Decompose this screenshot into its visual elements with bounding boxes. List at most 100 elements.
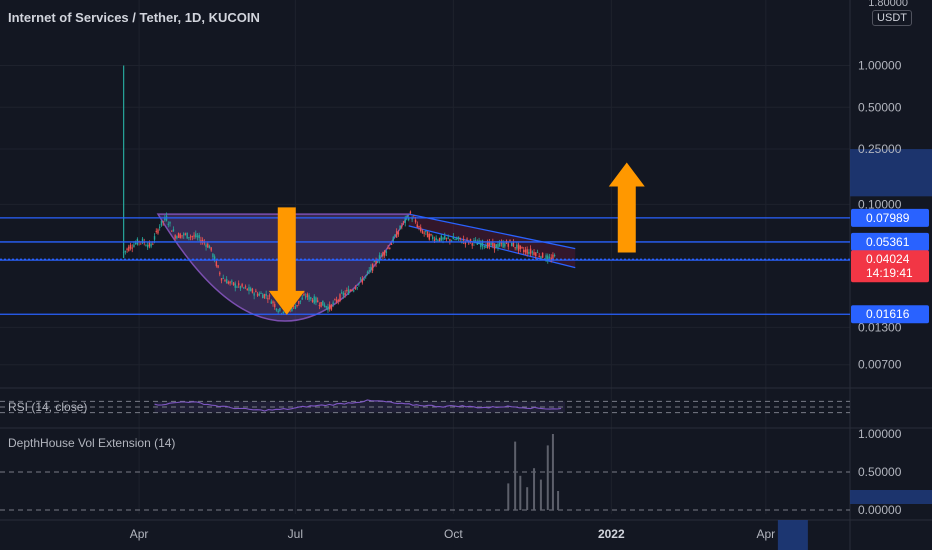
candle-body bbox=[421, 230, 424, 234]
level-badge bbox=[851, 208, 929, 227]
candle-body bbox=[440, 235, 443, 241]
level-badge-text: 0.01616 bbox=[866, 307, 910, 321]
rsi-pane bbox=[0, 399, 850, 414]
candle-body bbox=[406, 215, 408, 218]
candle-body bbox=[380, 255, 382, 257]
candle-body bbox=[201, 239, 204, 242]
candle-body bbox=[492, 242, 494, 247]
candle-body bbox=[244, 286, 247, 288]
rsi-band-fill bbox=[154, 401, 565, 413]
top-price-tick: 1.80000 bbox=[868, 0, 908, 9]
candle-body bbox=[306, 293, 309, 298]
candle-body bbox=[416, 224, 418, 228]
candle-body bbox=[157, 229, 159, 234]
candle-body bbox=[145, 245, 147, 247]
candle-body bbox=[263, 294, 266, 298]
candle-body bbox=[133, 244, 135, 248]
currency-badge[interactable]: USDT bbox=[872, 10, 912, 26]
candle-body bbox=[267, 298, 269, 300]
candle-body bbox=[232, 282, 235, 286]
candle-body bbox=[316, 300, 319, 303]
candle-body bbox=[423, 232, 425, 234]
volume-pane bbox=[0, 434, 850, 511]
candle-body bbox=[339, 294, 341, 302]
candle-body bbox=[521, 246, 523, 249]
time-axis[interactable]: Apr Jul Oct 2022 Apr bbox=[130, 527, 775, 541]
level-badge bbox=[851, 305, 929, 324]
price-axis[interactable]: 1.00000 0.50000 0.25000 0.10000 0.01300 0.007… bbox=[851, 58, 929, 517]
candle-body bbox=[167, 223, 169, 225]
candle-body bbox=[461, 242, 463, 244]
candle-body bbox=[303, 294, 305, 296]
time-axis-highlight bbox=[777, 520, 808, 550]
candle-body bbox=[368, 270, 370, 272]
axis-highlight bbox=[850, 149, 932, 197]
candle-body bbox=[153, 236, 156, 240]
candle-body bbox=[219, 272, 221, 275]
candle-body bbox=[399, 225, 401, 230]
candle-body bbox=[497, 243, 499, 249]
candle-body bbox=[545, 255, 547, 261]
candle-body bbox=[282, 311, 285, 314]
candle-body bbox=[426, 231, 429, 238]
candle-body bbox=[234, 283, 236, 288]
candle-body bbox=[397, 232, 400, 235]
candle-body bbox=[128, 246, 130, 251]
candle-body bbox=[444, 235, 446, 240]
candle-body bbox=[349, 290, 352, 292]
candle-body bbox=[172, 229, 175, 232]
volume-tick-label: 1.00000 bbox=[858, 427, 902, 441]
candle-body bbox=[248, 287, 250, 291]
rsi-label[interactable]: RSI (14, close) bbox=[8, 400, 88, 414]
candle-body bbox=[315, 297, 317, 303]
price-tick-label: 0.50000 bbox=[858, 100, 902, 114]
candle-body bbox=[246, 288, 248, 291]
candle-body bbox=[181, 235, 183, 237]
price-tick-label: 0.00700 bbox=[858, 358, 902, 372]
candle-body bbox=[134, 242, 137, 244]
candle-body bbox=[524, 249, 527, 253]
candle-body bbox=[122, 252, 125, 254]
candle-body bbox=[243, 287, 245, 289]
candle-body bbox=[186, 232, 188, 239]
candle-body bbox=[183, 233, 185, 236]
candle-body bbox=[291, 308, 293, 312]
candle-body bbox=[377, 261, 379, 263]
candle-body bbox=[304, 296, 307, 298]
volume-indicator-label[interactable]: DepthHouse Vol Extension (14) bbox=[8, 436, 176, 450]
candle-body bbox=[502, 242, 504, 248]
time-tick-label: Apr bbox=[757, 527, 776, 541]
candle-body bbox=[476, 242, 479, 245]
candle-body bbox=[131, 247, 133, 249]
time-tick-label: Apr bbox=[130, 527, 149, 541]
level-badge bbox=[851, 232, 929, 251]
candle-body bbox=[169, 222, 171, 224]
candle-body bbox=[488, 241, 491, 246]
candle-body bbox=[540, 256, 542, 259]
candle-body bbox=[179, 234, 182, 239]
candle-body bbox=[351, 290, 353, 292]
candle-body bbox=[325, 306, 327, 308]
candle-body bbox=[366, 271, 369, 273]
candle-body bbox=[217, 265, 219, 268]
candle-body bbox=[411, 218, 413, 220]
candle-body bbox=[490, 242, 492, 245]
candle-body bbox=[512, 242, 515, 247]
candle-body bbox=[292, 305, 295, 307]
candle-body bbox=[430, 234, 432, 236]
candle-body bbox=[337, 299, 339, 301]
candle-body bbox=[486, 241, 489, 249]
candle-body bbox=[323, 304, 326, 308]
candle-body bbox=[231, 280, 233, 282]
volume-bar bbox=[533, 468, 536, 510]
candle-body bbox=[466, 238, 468, 240]
volume-bar bbox=[514, 441, 517, 510]
candle-body bbox=[203, 242, 206, 244]
candle-body bbox=[124, 250, 127, 252]
candle-body bbox=[533, 252, 535, 255]
candle-body bbox=[457, 236, 460, 239]
candle-body bbox=[526, 249, 528, 254]
candle-body bbox=[265, 294, 267, 296]
